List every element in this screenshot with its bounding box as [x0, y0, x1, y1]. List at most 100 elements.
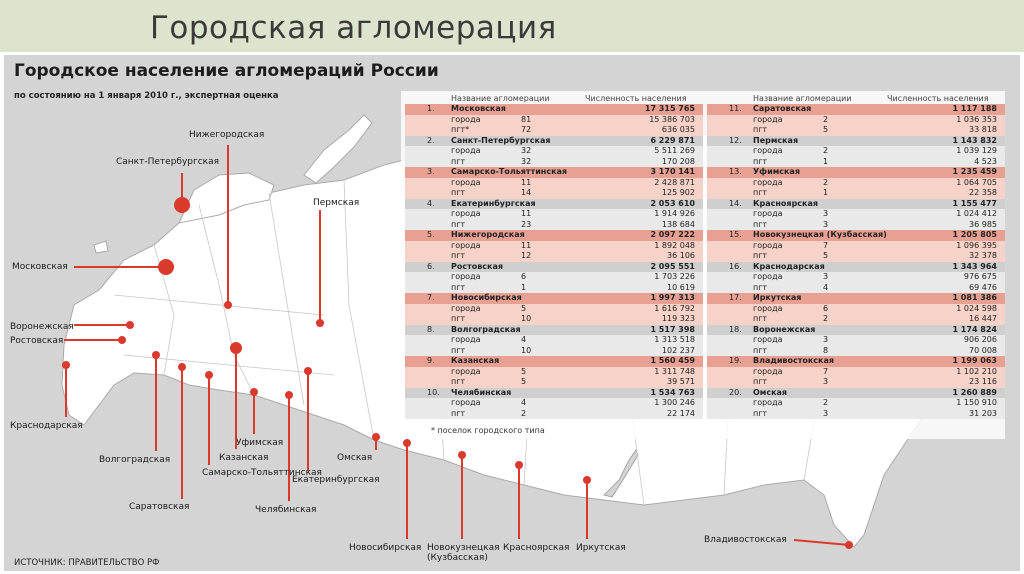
- city-label: Уфимская: [236, 438, 284, 448]
- city-label: Казанская: [219, 453, 269, 463]
- total-population: 1 534 763: [650, 387, 695, 397]
- cities-population: 1 703 226: [654, 272, 695, 281]
- row-settlements: пгт 2 16 447: [707, 314, 1005, 325]
- settlements-label: пгт: [451, 156, 466, 166]
- settlements-population: 31 203: [969, 408, 997, 418]
- cities-count: 5: [521, 303, 527, 313]
- cities-label: города: [451, 146, 481, 155]
- cities-label: города: [753, 114, 783, 124]
- row-cities: города 3 976 675: [707, 272, 1005, 283]
- city-label: Иркутская: [576, 543, 626, 553]
- city-label: Красноярская: [503, 543, 570, 553]
- row-number: 5.: [427, 230, 435, 239]
- cities-count: 4: [521, 398, 527, 407]
- cities-population: 1 096 395: [956, 240, 997, 250]
- total-population: 1 117 188: [952, 104, 997, 113]
- row-total: 1. Московская 17 315 765: [405, 104, 703, 115]
- settlements-population: 22 358: [969, 188, 997, 197]
- row-settlements: пгт 1 22 358: [707, 188, 1005, 199]
- header-population: Численность населения: [887, 94, 989, 103]
- table-row: 14. Красноярская 1 155 477 города 3 1 024 412…: [707, 198, 1005, 230]
- row-number: 8.: [427, 324, 435, 334]
- row-total: 4. Екатеринбургская 2 053 610: [405, 198, 703, 209]
- total-population: 1 997 313: [650, 293, 695, 302]
- city-label: Новосибирская: [349, 543, 422, 553]
- row-total: 14. Красноярская 1 155 477: [707, 198, 1005, 209]
- row-settlements: пгт 8 70 008: [707, 345, 1005, 356]
- cities-population: 1 102 210: [956, 366, 997, 376]
- cities-label: города: [753, 272, 783, 281]
- cities-count: 2: [823, 398, 829, 407]
- cities-count: 2: [823, 114, 829, 124]
- table-row: 8. Волгоградская 1 517 398 города 4 1 313 518…: [405, 324, 703, 356]
- cities-count: 2: [823, 177, 829, 187]
- agglomeration-name: Московская: [451, 104, 506, 113]
- row-total: 3. Самарско-Тольяттинская 3 170 141: [405, 167, 703, 178]
- city-label: Екатеринбургская: [292, 475, 380, 485]
- map-source: ИСТОЧНИК: ПРАВИТЕЛЬСТВО РФ: [14, 558, 160, 568]
- slide-title: Городская агломерация: [150, 10, 557, 46]
- settlements-population: 32 378: [969, 251, 997, 260]
- settlements-count: 10: [521, 314, 532, 323]
- settlements-count: 72: [521, 125, 532, 134]
- settlements-label: пгт: [753, 125, 768, 134]
- city-label: Новокузнецкая (Кузбасская): [427, 543, 500, 563]
- settlements-count: 10: [521, 345, 532, 355]
- cities-label: города: [753, 366, 783, 376]
- table-footnote: * поселок городского типа: [431, 426, 545, 435]
- settlements-population: 69 476: [969, 282, 997, 292]
- row-total: 12. Пермская 1 143 832: [707, 135, 1005, 146]
- settlements-count: 8: [823, 345, 829, 355]
- row-number: 7.: [427, 293, 435, 302]
- settlements-label: пгт*: [451, 125, 470, 134]
- table-header: Название агломерации Численность населен…: [405, 93, 703, 104]
- total-population: 1 205 805: [952, 230, 997, 239]
- settlements-population: 23 116: [969, 377, 997, 386]
- leader-line: [793, 539, 850, 546]
- header-name: Название агломерации: [451, 94, 550, 103]
- row-total: 15. Новокузнецкая (Кузбасская) 1 205 805: [707, 230, 1005, 241]
- settlements-count: 2: [521, 408, 527, 418]
- row-total: 7. Новосибирская 1 997 313: [405, 293, 703, 304]
- cities-population: 1 024 412: [956, 209, 997, 218]
- cities-population: 15 386 703: [649, 114, 695, 124]
- cities-count: 3: [823, 335, 829, 344]
- agglomeration-name: Новокузнецкая (Кузбасская): [753, 230, 887, 239]
- city-marker: [178, 363, 186, 371]
- cities-population: 906 206: [963, 335, 997, 344]
- settlements-label: пгт: [451, 219, 466, 229]
- row-number: 19.: [729, 356, 742, 365]
- row-number: 6.: [427, 261, 435, 271]
- city-marker: [126, 321, 134, 329]
- settlements-label: пгт: [753, 156, 768, 166]
- cities-label: города: [753, 240, 783, 250]
- city-label: Челябинская: [255, 505, 317, 515]
- row-cities: города 5 1 311 748: [405, 366, 703, 377]
- settlements-population: 138 684: [661, 219, 695, 229]
- settlements-count: 5: [521, 377, 527, 386]
- cities-label: города: [753, 177, 783, 187]
- row-cities: города 5 1 616 792: [405, 303, 703, 314]
- total-population: 6 229 871: [650, 135, 695, 145]
- table-row: 20. Омская 1 260 889 города 2 1 150 910 пгт 3 31…: [707, 387, 1005, 419]
- city-marker: [250, 388, 258, 396]
- city-marker: [158, 259, 174, 275]
- table-row: 13. Уфимская 1 235 459 города 2 1 064 705 пгт 1…: [707, 167, 1005, 199]
- row-settlements: пгт 1 10 619: [405, 282, 703, 293]
- settlements-population: 4 523: [974, 156, 997, 166]
- cities-population: 1 036 353: [956, 114, 997, 124]
- agglomeration-name: Екатеринбургская: [451, 198, 536, 208]
- agglomeration-name: Нижегородская: [451, 230, 525, 239]
- cities-count: 32: [521, 146, 532, 155]
- row-number: 4.: [427, 198, 435, 208]
- cities-population: 1 064 705: [956, 177, 997, 187]
- cities-label: города: [753, 303, 783, 313]
- settlements-population: 636 035: [661, 125, 695, 134]
- table-row: 16. Краснодарская 1 343 964 города 3 976 675 п…: [707, 261, 1005, 293]
- settlements-population: 22 174: [667, 408, 695, 418]
- settlements-population: 36 106: [667, 251, 695, 260]
- settlements-count: 5: [823, 125, 829, 134]
- cities-population: 1 300 246: [654, 398, 695, 407]
- row-number: 2.: [427, 135, 435, 145]
- city-label: Волгоградская: [99, 455, 171, 465]
